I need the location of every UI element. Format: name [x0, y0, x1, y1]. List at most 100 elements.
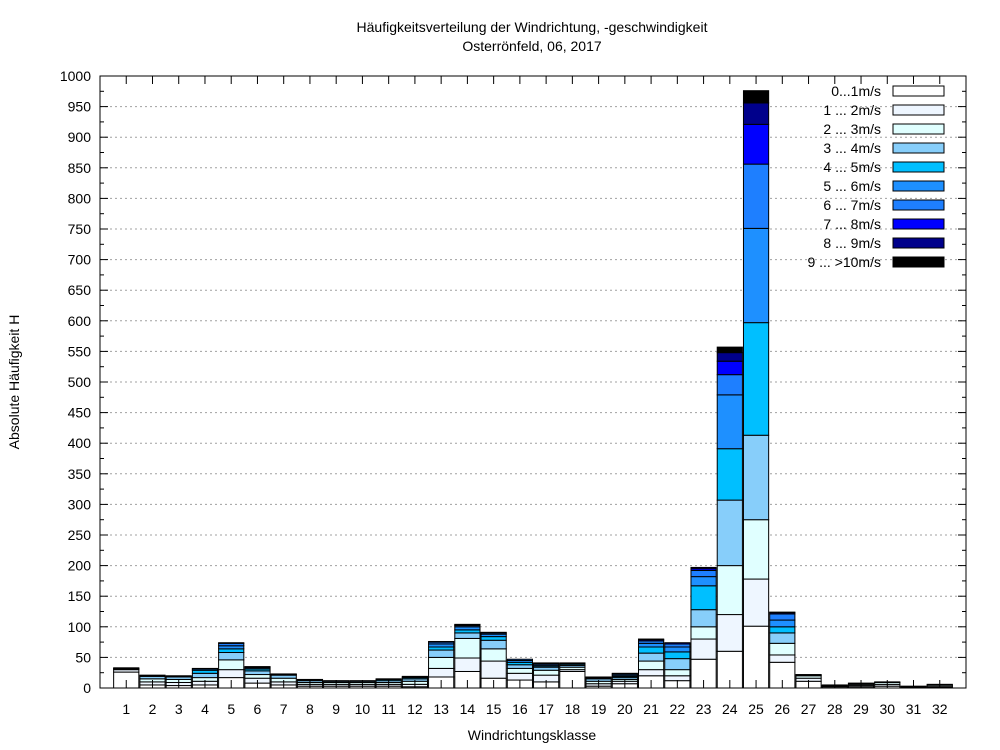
- bar-segment: [716, 448, 743, 501]
- bar-segment: [533, 669, 560, 676]
- x-tick-label: 12: [407, 701, 423, 717]
- legend-swatch: [892, 85, 945, 97]
- bar-segment: [454, 623, 481, 626]
- legend-label: 5 ... 6m/s: [823, 178, 881, 194]
- x-tick-label: 14: [460, 701, 476, 717]
- x-tick-label: 18: [565, 701, 581, 717]
- bar-segment: [244, 674, 271, 679]
- bar-segment: [218, 652, 245, 661]
- x-tick-label: 1: [122, 701, 130, 717]
- bar-segment: [428, 667, 455, 678]
- y-tick-label: 400: [68, 435, 92, 451]
- bar-segment: [716, 499, 743, 567]
- bar-segment: [637, 669, 665, 677]
- bar-segment: [454, 657, 481, 672]
- bar-segment: [454, 637, 481, 659]
- legend-swatch: [892, 180, 945, 192]
- bar-segment: [690, 569, 717, 578]
- y-tick-label: 950: [68, 99, 92, 115]
- bar-segment: [690, 626, 717, 640]
- bar-segment: [769, 632, 796, 644]
- y-tick-label: 900: [68, 129, 92, 145]
- x-tick-label: 4: [201, 701, 209, 717]
- bar-segment: [716, 614, 743, 652]
- bar-segment: [191, 667, 219, 670]
- x-tick-label: 6: [254, 701, 262, 717]
- x-tick-label: 5: [227, 701, 235, 717]
- x-tick-label: 9: [332, 701, 340, 717]
- x-tick-label: 19: [591, 701, 607, 717]
- bar-segment: [244, 670, 271, 676]
- y-tick-label: 650: [68, 282, 92, 298]
- x-tick-label: 7: [280, 701, 288, 717]
- legend-swatch: [892, 123, 945, 135]
- bar-segment: [795, 674, 822, 676]
- bar-segment: [585, 676, 612, 679]
- bar-segment: [716, 565, 743, 616]
- legend-label: 3 ... 4m/s: [823, 140, 881, 156]
- bar-segment: [218, 648, 245, 654]
- bar-segment: [664, 646, 691, 653]
- bar-segment: [428, 656, 455, 669]
- y-tick-label: 100: [68, 619, 92, 635]
- bar-segment: [742, 322, 770, 436]
- bar-segment: [742, 102, 770, 125]
- bar-segment: [113, 667, 140, 669]
- x-tick-label: 15: [486, 701, 502, 717]
- bar-segment: [690, 576, 717, 587]
- bar-segment: [637, 638, 665, 641]
- bar-segment: [506, 664, 533, 669]
- axis-ticks: 0 50 100 150 200 250 300 350 400 450 500 550 600 650 7…: [60, 68, 966, 717]
- y-tick-label: 300: [68, 496, 92, 512]
- bar-segment: [428, 649, 455, 658]
- bar-segment: [690, 585, 717, 611]
- y-tick-label: 550: [68, 343, 92, 359]
- x-tick-label: 26: [775, 701, 791, 717]
- bar-segment: [664, 642, 691, 645]
- bar-segment: [716, 352, 743, 362]
- bar-segment: [139, 674, 166, 677]
- bar-segment: [690, 566, 717, 570]
- bar-segment: [742, 434, 770, 521]
- bar-segment: [191, 672, 219, 679]
- bar-segment: [218, 642, 245, 644]
- x-tick-label: 29: [853, 701, 869, 717]
- y-tick-label: 250: [68, 527, 92, 543]
- bar-segment: [716, 374, 743, 396]
- x-tick-label: 13: [433, 701, 449, 717]
- bar-segment: [480, 660, 507, 679]
- x-tick-label: 24: [722, 701, 738, 717]
- bar-segment: [533, 662, 560, 665]
- x-tick-label: 3: [175, 701, 183, 717]
- bar-segment: [506, 658, 533, 661]
- bar-segment: [480, 648, 507, 662]
- bar-segment: [637, 660, 665, 671]
- legend-swatch: [892, 237, 945, 249]
- bar-segment: [742, 227, 770, 324]
- y-tick-label: 850: [68, 160, 92, 176]
- x-tick-label: 20: [617, 701, 633, 717]
- bar-segment: [769, 642, 796, 656]
- bar-segment: [716, 394, 743, 450]
- bar-segment: [742, 123, 770, 165]
- bar-segment: [664, 675, 691, 682]
- x-tick-label: 8: [306, 701, 314, 717]
- legend-swatch: [892, 256, 945, 268]
- y-axis-label: Absolute Häufigkeit H: [6, 315, 22, 450]
- legend-swatch: [892, 142, 945, 154]
- x-tick-label: 10: [355, 701, 371, 717]
- bar-segment: [664, 669, 691, 677]
- bar-segment: [769, 611, 796, 614]
- bar-segment: [742, 90, 770, 104]
- bar-segment: [296, 678, 324, 681]
- bar-segment: [716, 346, 743, 354]
- bar-segment: [480, 631, 507, 634]
- bar-segment: [742, 519, 770, 580]
- y-tick-label: 1000: [60, 68, 91, 84]
- bar-segment: [401, 675, 429, 678]
- x-tick-label: 11: [381, 701, 396, 717]
- bar-segment: [716, 360, 743, 376]
- bar-segment: [611, 672, 638, 675]
- legend-label: 7 ... 8m/s: [823, 216, 881, 232]
- bar-segment: [506, 672, 533, 681]
